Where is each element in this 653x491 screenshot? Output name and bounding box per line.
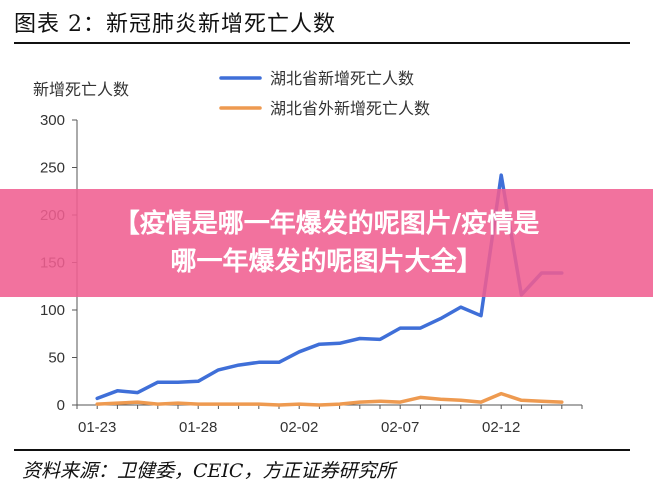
x-tick-label: 02-02 [280,419,318,436]
banner-line-2: 哪一年爆发的呢图片大全】 [170,247,483,277]
y-tick-label: 50 [48,350,65,367]
figure-title: 图表 2：新冠肺炎新增死亡人数 [14,12,336,37]
x-tick-label: 02-07 [381,419,419,436]
y-tick-label: 0 [57,397,65,414]
banner-line-1: 【疫情是哪一年爆发的呢图片/疫情是 [113,209,540,239]
y-axis-label: 新增死亡人数 [33,81,129,99]
y-tick-label: 100 [40,302,65,319]
x-tick-label: 01-23 [78,419,116,436]
y-tick-label: 250 [40,160,65,177]
source-rule [14,449,630,451]
overlay-banner: 【疫情是哪一年爆发的呢图片/疫情是 哪一年爆发的呢图片大全】 [0,189,653,297]
title-rule [14,42,630,44]
legend-label-1: 湖北省新增死亡人数 [270,70,414,88]
series-line-2 [95,391,564,407]
x-tick-label: 02-12 [482,419,520,436]
x-tick-label: 01-28 [179,419,217,436]
source-note: 资料来源：卫健委，CEIC，方正证券研究所 [22,460,396,482]
y-tick-label: 300 [40,112,65,129]
legend-label-2: 湖北省外新增死亡人数 [270,100,430,118]
